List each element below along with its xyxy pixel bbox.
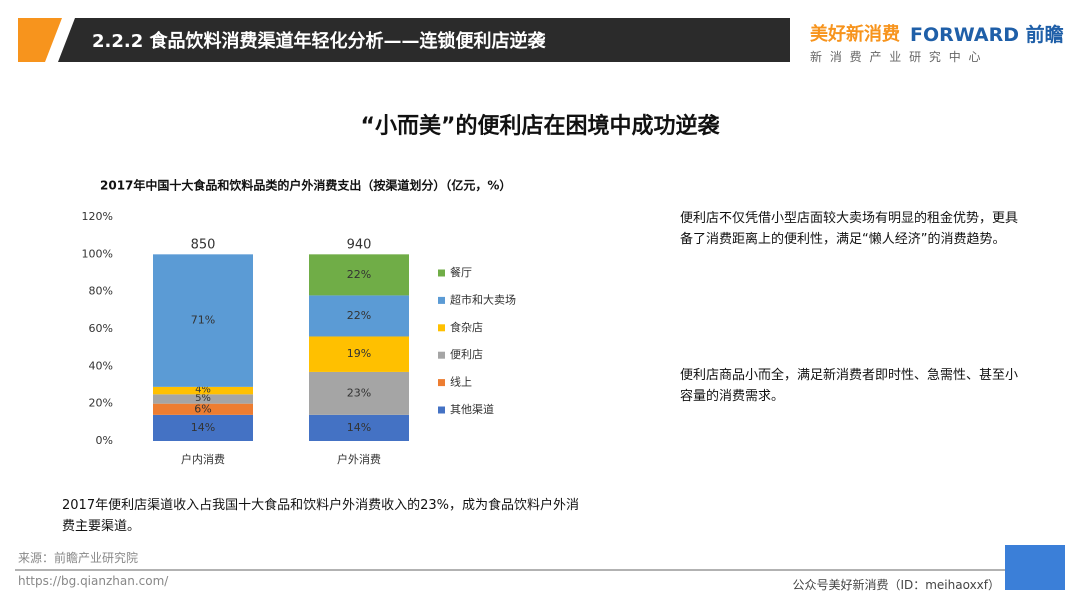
value-label: 6% — [194, 402, 211, 415]
bar-segment — [153, 394, 253, 404]
legend-swatch — [438, 379, 445, 387]
bar-segment — [309, 336, 409, 372]
value-label: 22% — [347, 309, 371, 322]
bar-segment — [153, 254, 253, 387]
legend-label: 食杂店 — [450, 320, 483, 334]
bar-segment — [309, 371, 409, 415]
y-tick-label: 40% — [89, 359, 113, 372]
legend-swatch — [438, 406, 445, 414]
chart-title: 2017年中国十大食品和饮料品类的户外消费支出（按渠道划分）（亿元，%） — [100, 178, 511, 193]
url: https://bg.qianzhan.com/ — [18, 574, 169, 588]
bar-segment — [309, 254, 409, 296]
legend-swatch — [438, 324, 445, 332]
value-label: 4% — [195, 385, 211, 396]
header-title: 2.2.2 食品饮料消费渠道年轻化分析——连锁便利店逆袭 — [92, 31, 546, 52]
footer-text: 公众号美好新消费（ID：meihaoxxf） — [792, 578, 1000, 592]
y-tick-label: 0% — [96, 434, 113, 447]
value-label: 22% — [347, 268, 371, 281]
legend-swatch — [438, 351, 445, 359]
legend-label: 便利店 — [450, 347, 483, 361]
bar-segment — [153, 414, 253, 441]
legend-label: 线上 — [450, 375, 472, 389]
logo: FORWARD 前瞻 — [910, 24, 1064, 46]
value-label: 14% — [191, 421, 215, 434]
bar-segment — [153, 403, 253, 415]
brand: 美好新消费 — [810, 24, 900, 45]
logo-sub: 新 消 费 产 业 研 究 中 心 — [810, 50, 983, 64]
note: 便利店商品小而全，满足新消费者即时性、急需性、甚至小容量的消费需求。 — [680, 368, 1019, 404]
subtitle: “小而美”的便利店在困境中成功逆袭 — [360, 114, 720, 139]
conclusion: 2017年便利店渠道收入占我国十大食品和饮料户外消费收入的23%，成为食品饮料户… — [62, 498, 579, 534]
y-tick-label: 100% — [82, 247, 113, 260]
legend-label: 其他渠道 — [450, 402, 494, 416]
header-accent — [18, 18, 62, 62]
value-label: 19% — [347, 347, 371, 360]
source: 来源：前瞻产业研究院 — [18, 551, 139, 565]
x-tick-label: 户外消费 — [337, 452, 381, 466]
x-tick-label: 户内消费 — [181, 452, 225, 466]
legend-label: 超市和大卖场 — [450, 292, 516, 306]
bar-segment — [309, 414, 409, 441]
y-tick-label: 120% — [82, 210, 113, 223]
y-tick-label: 20% — [89, 397, 113, 410]
value-label: 71% — [191, 314, 215, 327]
value-label: 14% — [347, 421, 371, 434]
y-tick-label: 60% — [89, 322, 113, 335]
legend-swatch — [438, 296, 445, 304]
bar-segment — [309, 295, 409, 337]
y-tick-label: 80% — [89, 285, 113, 298]
bar-segment — [153, 386, 253, 395]
legend-swatch — [438, 269, 445, 277]
total-label: 940 — [347, 238, 372, 253]
total-label: 850 — [191, 238, 216, 253]
value-label: 5% — [195, 393, 211, 404]
footer-box — [1005, 545, 1065, 590]
legend-label: 餐厅 — [450, 265, 472, 279]
note: 便利店不仅凭借小型店面较大卖场有明显的租金优势，更具备了消费距离上的便利性，满足… — [680, 211, 1019, 247]
value-label: 23% — [347, 386, 371, 399]
header-bar — [58, 18, 790, 62]
